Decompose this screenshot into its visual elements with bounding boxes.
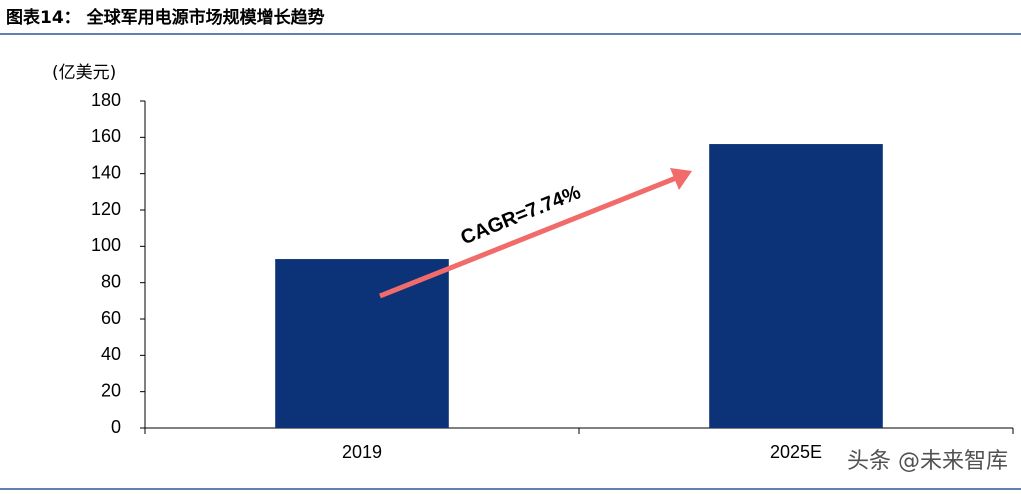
- arrow-head: [670, 168, 692, 190]
- y-tick-label: 100: [91, 235, 121, 255]
- y-tick-label: 80: [101, 271, 121, 291]
- x-tick-label: 2025E: [770, 442, 822, 462]
- y-tick-label: 160: [91, 126, 121, 146]
- y-tick-label: 120: [91, 199, 121, 219]
- watermark: 头条 @未来智库: [847, 449, 1008, 474]
- y-tick-label: 60: [101, 308, 121, 328]
- y-tick-label: 180: [91, 90, 121, 110]
- plot-area: 0 20 40 60 80 100 120 140 160 180 2019 2025E: [91, 90, 1014, 462]
- growth-arrow: [379, 175, 677, 299]
- y-tick-label: 0: [111, 417, 121, 437]
- y-tick-label: 20: [101, 380, 121, 400]
- bar: [275, 259, 449, 428]
- chart-title: 图表14： 全球军用电源市场规模增长趋势: [6, 7, 325, 28]
- y-tick-label: 140: [91, 162, 121, 182]
- y-tick-label: 40: [101, 344, 121, 364]
- y-axis-unit: (亿美元): [52, 63, 116, 83]
- x-tick-label: 2019: [342, 442, 382, 462]
- bar: [709, 144, 883, 428]
